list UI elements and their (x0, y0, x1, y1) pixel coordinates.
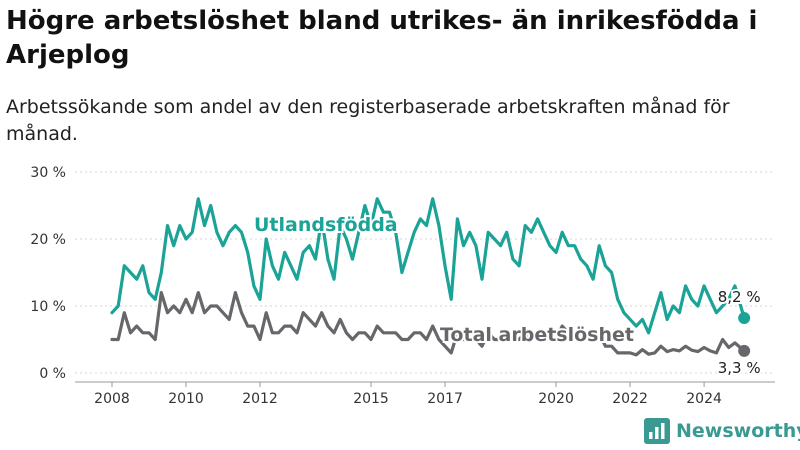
y-tick-label: 20 % (30, 232, 66, 248)
y-axis-ticks: 0 % 10 % 20 % 30 % (30, 165, 66, 382)
series-end-markers: 8,2 % 3,3 % (716, 286, 763, 379)
series-line (110, 291, 746, 357)
chart-title: Högre arbetslöshet bland utrikes- än inr… (6, 6, 758, 70)
series-end-point (738, 344, 751, 357)
x-tick-label: 2024 (686, 391, 722, 407)
series-lines (110, 197, 746, 357)
series-end-point (738, 312, 751, 325)
chart-subtitle: Arbetssökande som andel av den registerb… (6, 96, 730, 145)
x-tick-label: 2010 (168, 391, 204, 407)
y-tick-label: 0 % (39, 366, 66, 382)
series-end-label: 8,2 % (718, 288, 761, 306)
brand-name: Newsworthy (676, 420, 800, 442)
bar-chart-icon (644, 418, 670, 444)
series-label-total: Total arbetslöshet (440, 324, 634, 346)
y-tick-label: 10 % (30, 299, 66, 315)
x-axis-ticks: 2008 2010 2012 2015 2017 2020 2022 2024 (75, 381, 775, 407)
y-tick-label: 30 % (30, 165, 66, 181)
y-gridlines (75, 171, 775, 374)
x-tick-label: 2008 (94, 391, 130, 407)
series-end-label: 3,3 % (718, 359, 761, 377)
x-tick-label: 2017 (427, 391, 463, 407)
newsworthy-logo: Newsworthy (644, 418, 800, 444)
x-tick-label: 2020 (538, 391, 574, 407)
x-tick-label: 2012 (242, 391, 278, 407)
x-tick-label: 2015 (353, 391, 389, 407)
x-tick-label: 2022 (612, 391, 648, 407)
series-line (110, 197, 746, 335)
series-label-utlandsfodda: Utlandsfödda (254, 214, 398, 236)
series-labels: Utlandsfödda Total arbetslöshet (252, 212, 636, 348)
